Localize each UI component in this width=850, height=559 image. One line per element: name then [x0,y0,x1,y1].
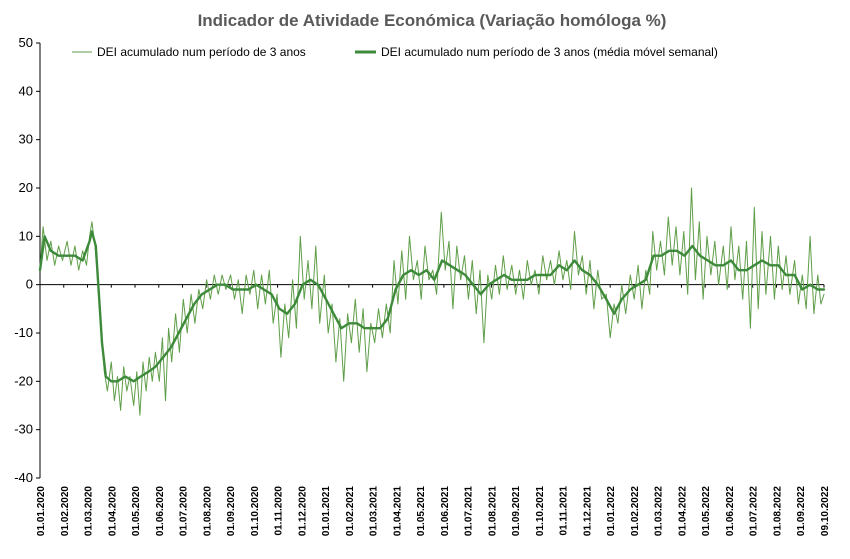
y-tick-label: -10 [14,325,33,340]
y-tick-label: 50 [19,35,33,50]
legend-label-series-2: DEI acumulado num período de 3 anos (méd… [381,45,718,59]
x-tick-label: 01.10.2020 [250,486,261,536]
x-tick-label: 01.08.2020 [202,486,213,536]
y-tick-label: -20 [14,373,33,388]
x-tick-label: 09.10.2022 [820,486,831,536]
x-tick-label: 01.02.2022 [630,486,641,536]
x-tick-label: 01.04.2020 [107,486,118,536]
x-tick-label: 01.07.2020 [179,486,190,536]
chart-title: Indicador de Atividade Económica (Variaç… [198,11,667,30]
y-tick-label: 40 [19,83,33,98]
x-tick-label: 01.06.2021 [440,486,451,536]
y-axis: -40 -30 -20 -10 0 10 20 30 40 50 [14,35,41,485]
x-tick-label: 01.06.2020 [155,486,166,536]
x-tick-label: 01.01.2022 [606,486,617,536]
y-tick-label: 30 [19,132,33,147]
x-tick-label: 01.02.2021 [345,486,356,536]
x-tick-label: 01.03.2021 [369,486,380,536]
x-tick-label: 01.09.2021 [511,486,522,536]
x-tick-label: 01.12.2020 [297,486,308,536]
x-tick-label: 01.06.2022 [725,486,736,536]
legend-label-series-1: DEI acumulado num período de 3 anos [97,45,306,59]
x-tick-label: 01.03.2020 [84,486,95,536]
x-tick-label: 01.05.2020 [131,486,142,536]
x-tick-label: 01.10.2021 [535,486,546,536]
y-tick-label: 10 [19,228,33,243]
series-layer [38,187,826,416]
x-tick-label: 01.09.2020 [226,486,237,536]
y-tick-label: -40 [14,470,33,485]
x-tick-label: 01.12.2021 [582,486,593,536]
x-tick-label: 01.03.2022 [654,486,665,536]
x-tick-label: 01.08.2021 [487,486,498,536]
x-tick-label: 01.11.2020 [274,486,285,536]
x-tick-label: 01.01.2021 [321,486,332,536]
y-tick-label: 20 [19,180,33,195]
y-tick-label: -30 [14,422,33,437]
x-tick-label: 01.09.2022 [796,486,807,536]
x-tick-label: 01.11.2021 [559,486,570,536]
x-tick-label: 01.08.2022 [772,486,783,536]
x-axis: 01.01.2020 01.02.2020 01.03.2020 01.04.2020… [36,284,831,536]
x-tick-label: 01.05.2021 [416,486,427,536]
x-tick-label: 01.02.2020 [60,486,71,536]
x-tick-label: 01.04.2022 [677,486,688,536]
x-tick-label: 01.05.2022 [701,486,712,536]
series-1-line [39,187,825,416]
x-tick-label: 01.07.2021 [464,486,475,536]
x-tick-label: 01.07.2022 [749,486,760,536]
series-2-line [38,230,826,383]
x-tick-label: 01.04.2021 [392,486,403,536]
y-tick-label: 0 [26,277,33,292]
x-tick-label: 01.01.2020 [36,486,47,536]
legend: DEI acumulado num período de 3 anos DEI … [72,45,718,59]
